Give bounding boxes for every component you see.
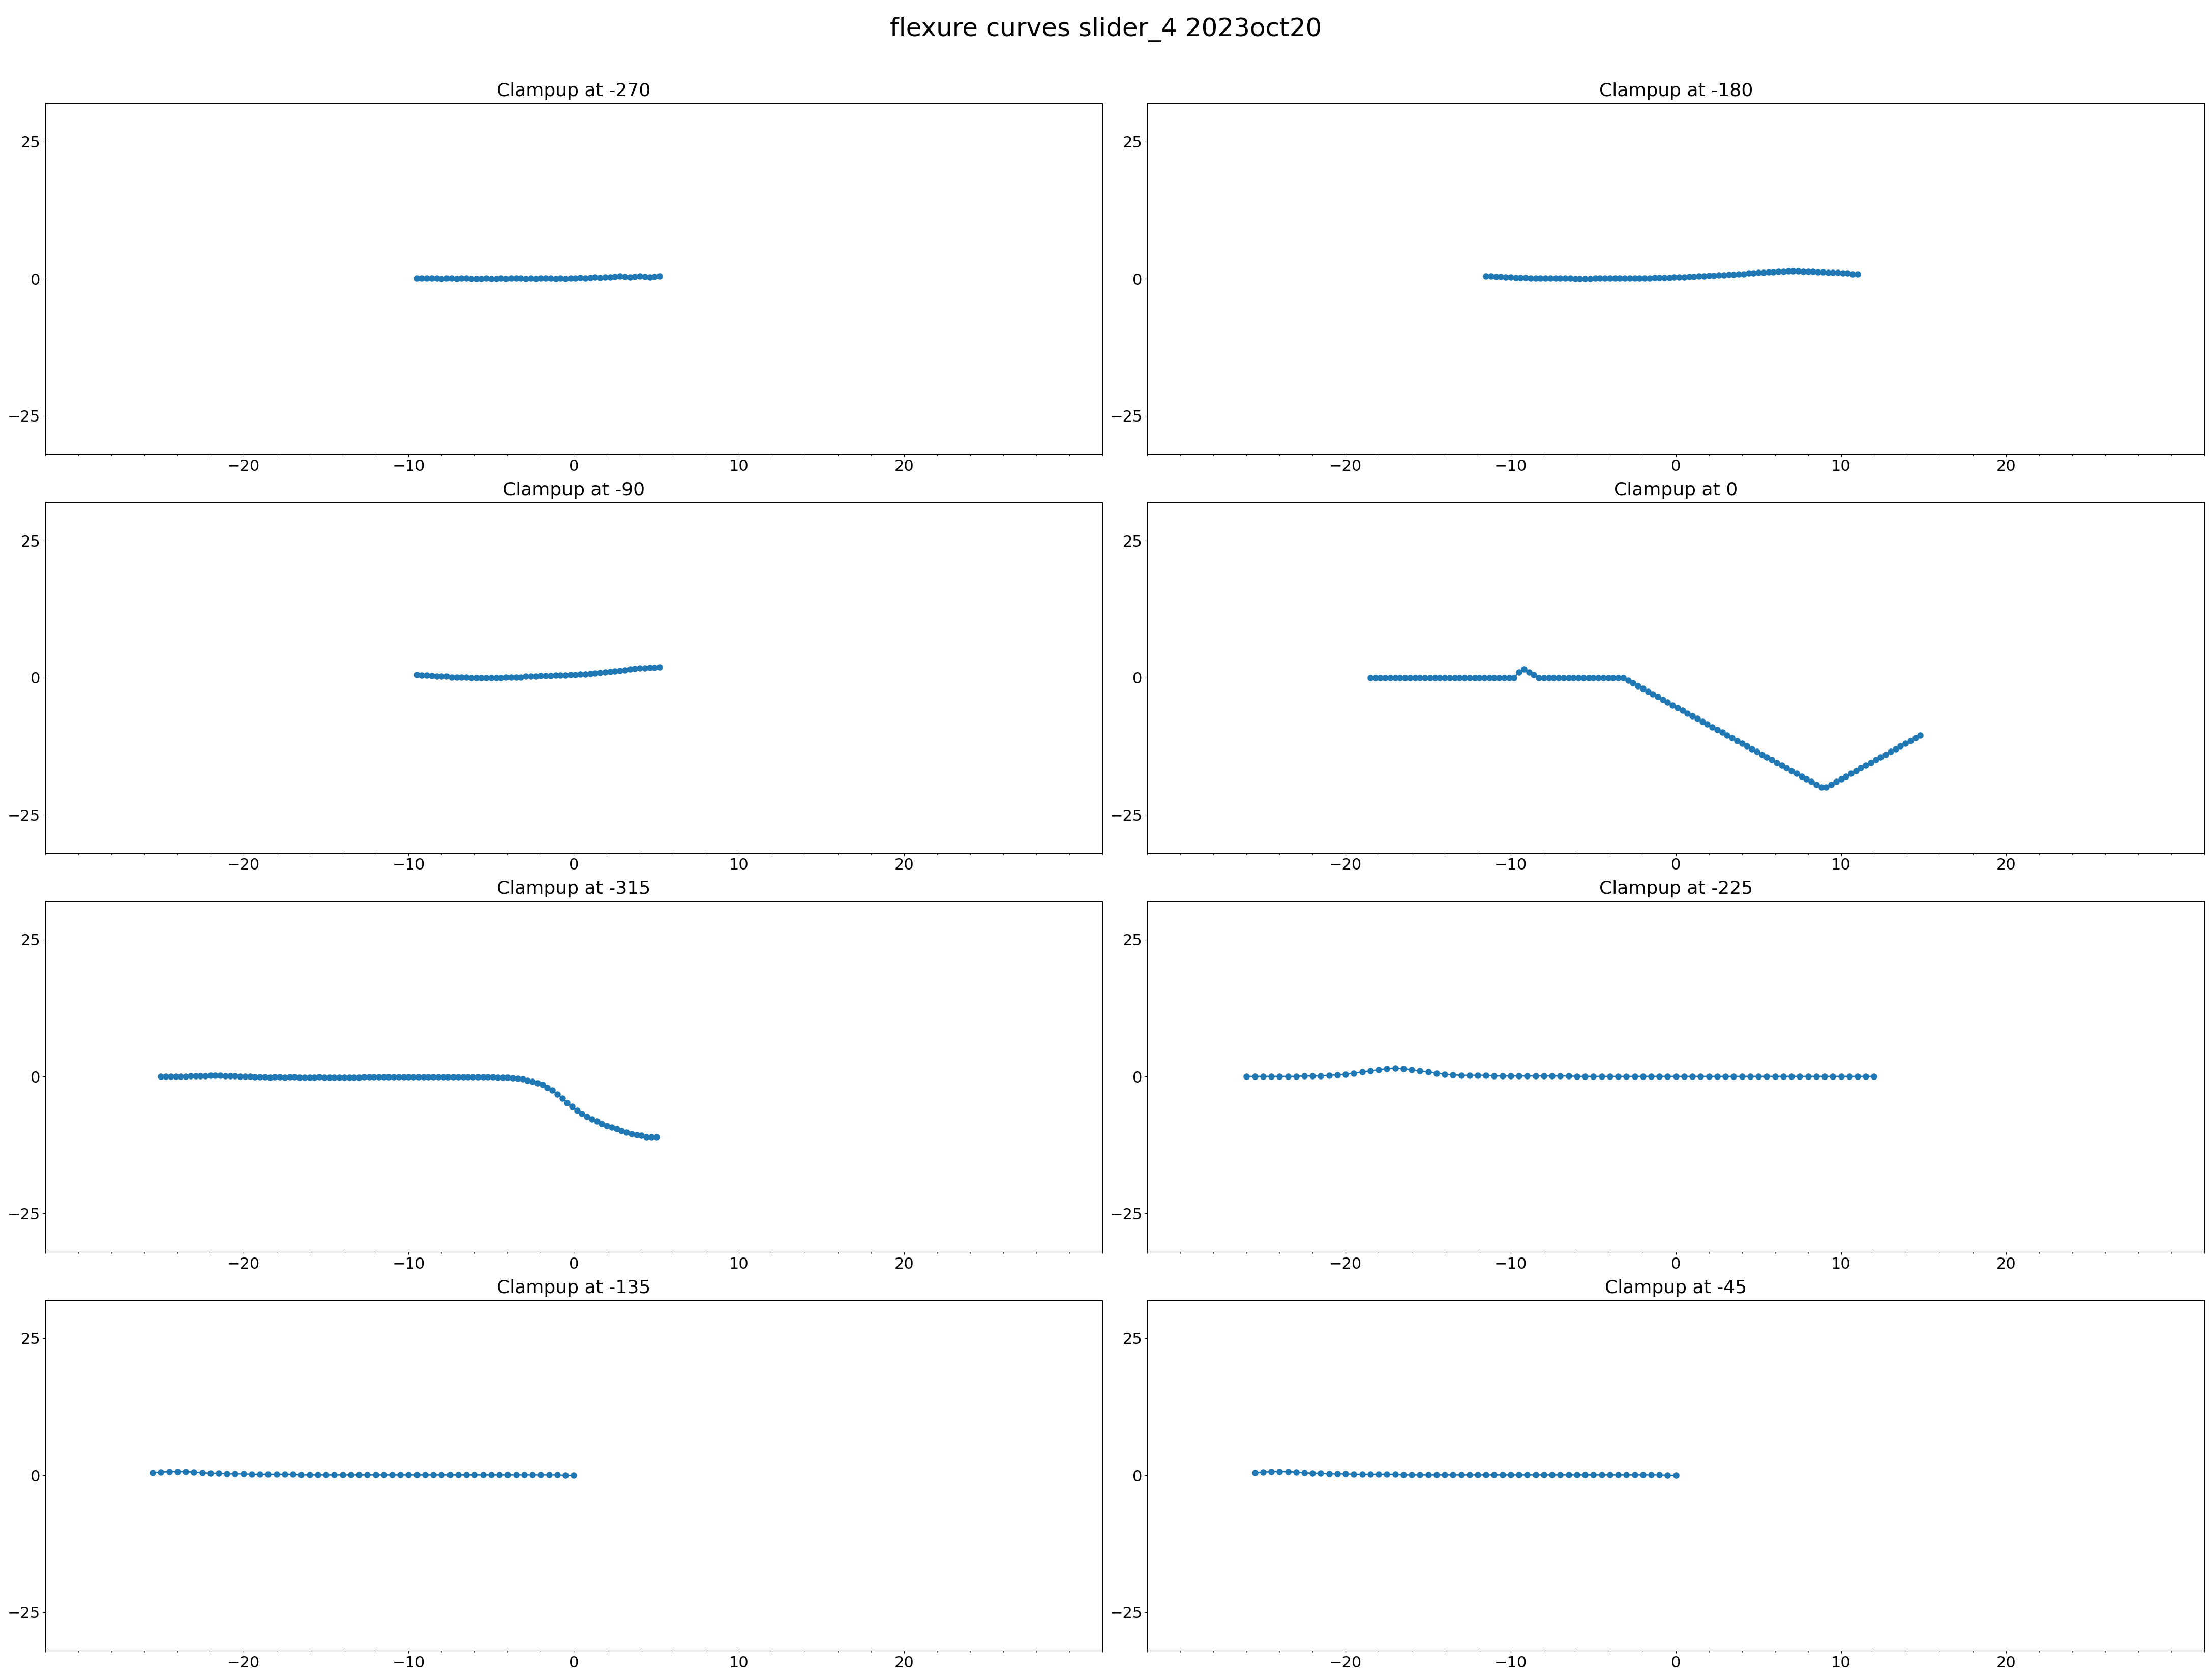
Title: Clampup at -135: Clampup at -135	[498, 1279, 650, 1297]
Title: Clampup at 0: Clampup at 0	[1615, 482, 1739, 498]
Title: Clampup at -180: Clampup at -180	[1599, 82, 1752, 101]
Title: Clampup at -90: Clampup at -90	[502, 482, 644, 498]
Title: Clampup at -270: Clampup at -270	[498, 82, 650, 101]
Title: Clampup at -225: Clampup at -225	[1599, 881, 1752, 898]
Title: Clampup at -45: Clampup at -45	[1606, 1279, 1747, 1297]
Text: flexure curves slider_4 2023oct20: flexure curves slider_4 2023oct20	[889, 17, 1323, 42]
Title: Clampup at -315: Clampup at -315	[498, 881, 650, 898]
